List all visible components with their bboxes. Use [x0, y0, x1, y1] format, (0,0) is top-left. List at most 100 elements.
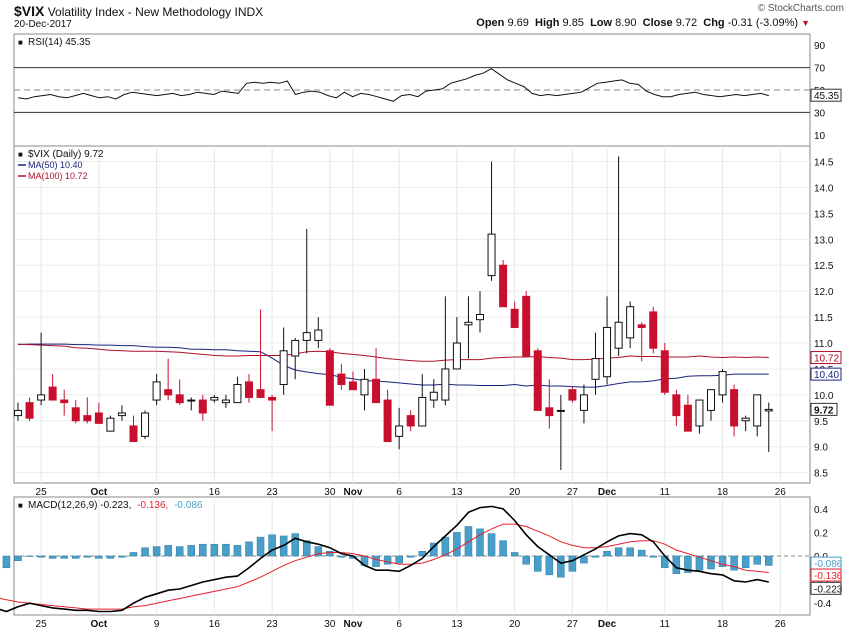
x-tick-label: 30	[324, 619, 336, 630]
candle	[730, 384, 739, 437]
x-tick-label: 16	[209, 619, 221, 630]
macd-hist-bar	[72, 555, 80, 559]
price-tick-label: 12.0	[814, 287, 834, 298]
macd-hist-bar	[557, 555, 565, 578]
candle	[383, 389, 392, 443]
macd-hist-bar	[2, 555, 11, 569]
candle	[175, 379, 184, 406]
candle	[764, 402, 773, 452]
macd-legend-icon: ■	[18, 501, 23, 510]
macd-hist-bar	[129, 552, 138, 557]
macd-hist-bar	[233, 545, 242, 557]
candle	[233, 376, 242, 404]
macd-hist-bar	[199, 543, 207, 557]
candle-body	[429, 391, 438, 401]
candle-body	[464, 321, 473, 326]
ma50-value-tag-box	[810, 367, 842, 381]
low-value: 8.90	[615, 17, 637, 29]
candle-body	[245, 381, 253, 398]
candle-body	[187, 399, 196, 402]
candle	[753, 394, 762, 437]
candle-body	[383, 399, 392, 443]
macd-hist-bar	[37, 555, 45, 558]
candle-body	[14, 409, 22, 417]
candle	[348, 371, 357, 391]
candle-body	[395, 425, 404, 437]
macd-legend-signal: -0.136,	[137, 500, 168, 511]
candle	[579, 384, 588, 424]
candle	[626, 301, 635, 349]
macd-panel: -0.4-0.20.00.20.4 -0.086-0.136-0.223 ■ M…	[0, 496, 843, 616]
candle	[291, 337, 300, 380]
rsi-tick-label: 90	[814, 41, 826, 52]
x-tick-label: Nov	[343, 487, 362, 498]
candle-body	[71, 407, 80, 422]
candle	[198, 394, 207, 421]
candle	[164, 358, 173, 401]
x-tick-label: 20	[509, 487, 521, 498]
candle-body	[106, 417, 115, 432]
macd-hist-bar	[314, 546, 323, 557]
close-value-tag-box	[810, 402, 838, 416]
candle	[395, 407, 404, 450]
rsi-value-tag-box	[810, 88, 842, 102]
candle-body	[406, 415, 415, 427]
change-value: -0.31 (-3.09%)	[727, 17, 799, 29]
x-tick-label: Nov	[343, 619, 362, 630]
candle	[187, 397, 196, 411]
candle	[302, 228, 311, 354]
open-label: Open	[476, 17, 505, 29]
x-tick-label: 9	[154, 487, 160, 498]
ohlc-readout: Open 9.69 High 9.85 Low 8.90 Close 9.72 …	[476, 17, 810, 29]
candle-body	[637, 324, 646, 328]
ma50-legend: MA(50) 10.40	[28, 160, 83, 170]
candle	[591, 332, 600, 395]
x-tick-label: 18	[717, 487, 729, 498]
macd-hist-bar	[741, 555, 750, 569]
candle-body	[348, 381, 357, 391]
candle-body	[152, 381, 161, 401]
candle	[94, 402, 103, 424]
x-tick-label: 6	[396, 619, 402, 630]
macd-hist-bar	[684, 555, 692, 573]
candle	[129, 415, 138, 443]
candle	[71, 400, 80, 424]
price-tick-label: 11.5	[814, 313, 833, 324]
price-legend-icon: ■	[18, 150, 23, 159]
candle-body	[314, 329, 323, 341]
candle	[337, 363, 346, 390]
candle-body	[418, 396, 427, 427]
macd-hist-value-tag-text: -0.086	[814, 559, 843, 570]
candle-body	[129, 425, 138, 443]
x-tick-label: 30	[324, 487, 336, 498]
x-tick-label: 27	[567, 487, 579, 498]
macd-hist-bar	[245, 541, 253, 557]
macd-hist-bar	[603, 551, 611, 557]
macd-signal-value-tag: -0.136	[810, 568, 843, 582]
x-tick-label: Dec	[598, 487, 617, 498]
candle	[441, 296, 450, 406]
candle-body	[476, 314, 484, 321]
price-tick-label: 13.0	[814, 235, 834, 246]
candle	[360, 368, 369, 411]
price-tick-label: 9.5	[814, 417, 828, 428]
candle	[499, 260, 508, 308]
rsi-tick-label: 10	[814, 131, 826, 142]
macd-hist-bar	[141, 547, 149, 557]
price-tick-label: 12.5	[814, 261, 834, 272]
macd-hist-bar	[580, 555, 588, 564]
price-tick-label: 13.5	[814, 209, 834, 220]
candle	[48, 374, 57, 401]
candle-body	[452, 342, 461, 370]
x-tick-label: Oct	[91, 619, 108, 630]
macd-hist-bar	[534, 555, 542, 572]
candle-body	[510, 308, 519, 328]
macd-hist-bar	[568, 555, 577, 572]
macd-hist-bar	[476, 528, 484, 557]
low-label: Low	[590, 17, 613, 29]
macd-hist-bar	[522, 555, 530, 565]
candle-body	[707, 389, 715, 411]
ma100-legend: MA(100) 10.72	[28, 171, 88, 181]
x-tick-label: 6	[396, 487, 402, 498]
x-tick-label: 25	[36, 619, 48, 630]
